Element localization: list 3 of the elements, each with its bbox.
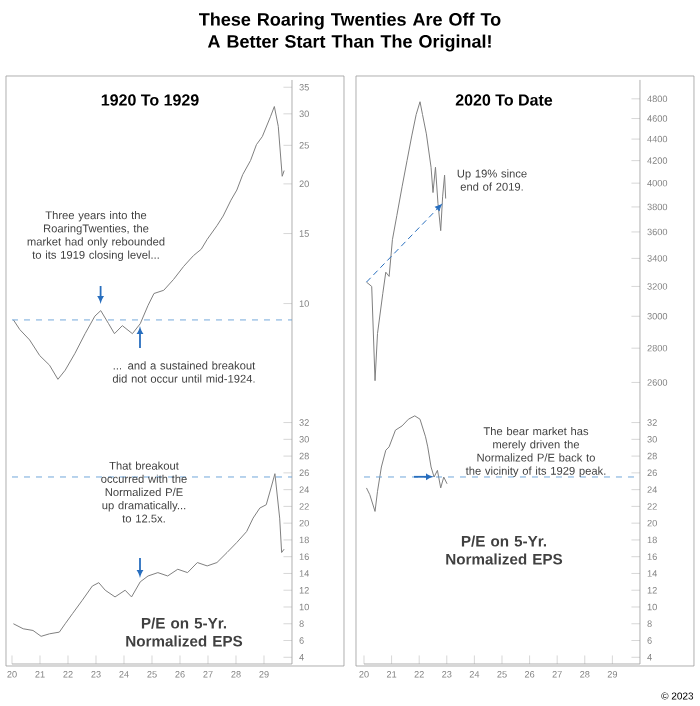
text: 1920 To 1929	[101, 94, 199, 106]
text: 2020 To Date	[455, 94, 553, 106]
text: These Roaring Twenties Are Off To A Better Start Than The Original!	[199, 12, 501, 52]
